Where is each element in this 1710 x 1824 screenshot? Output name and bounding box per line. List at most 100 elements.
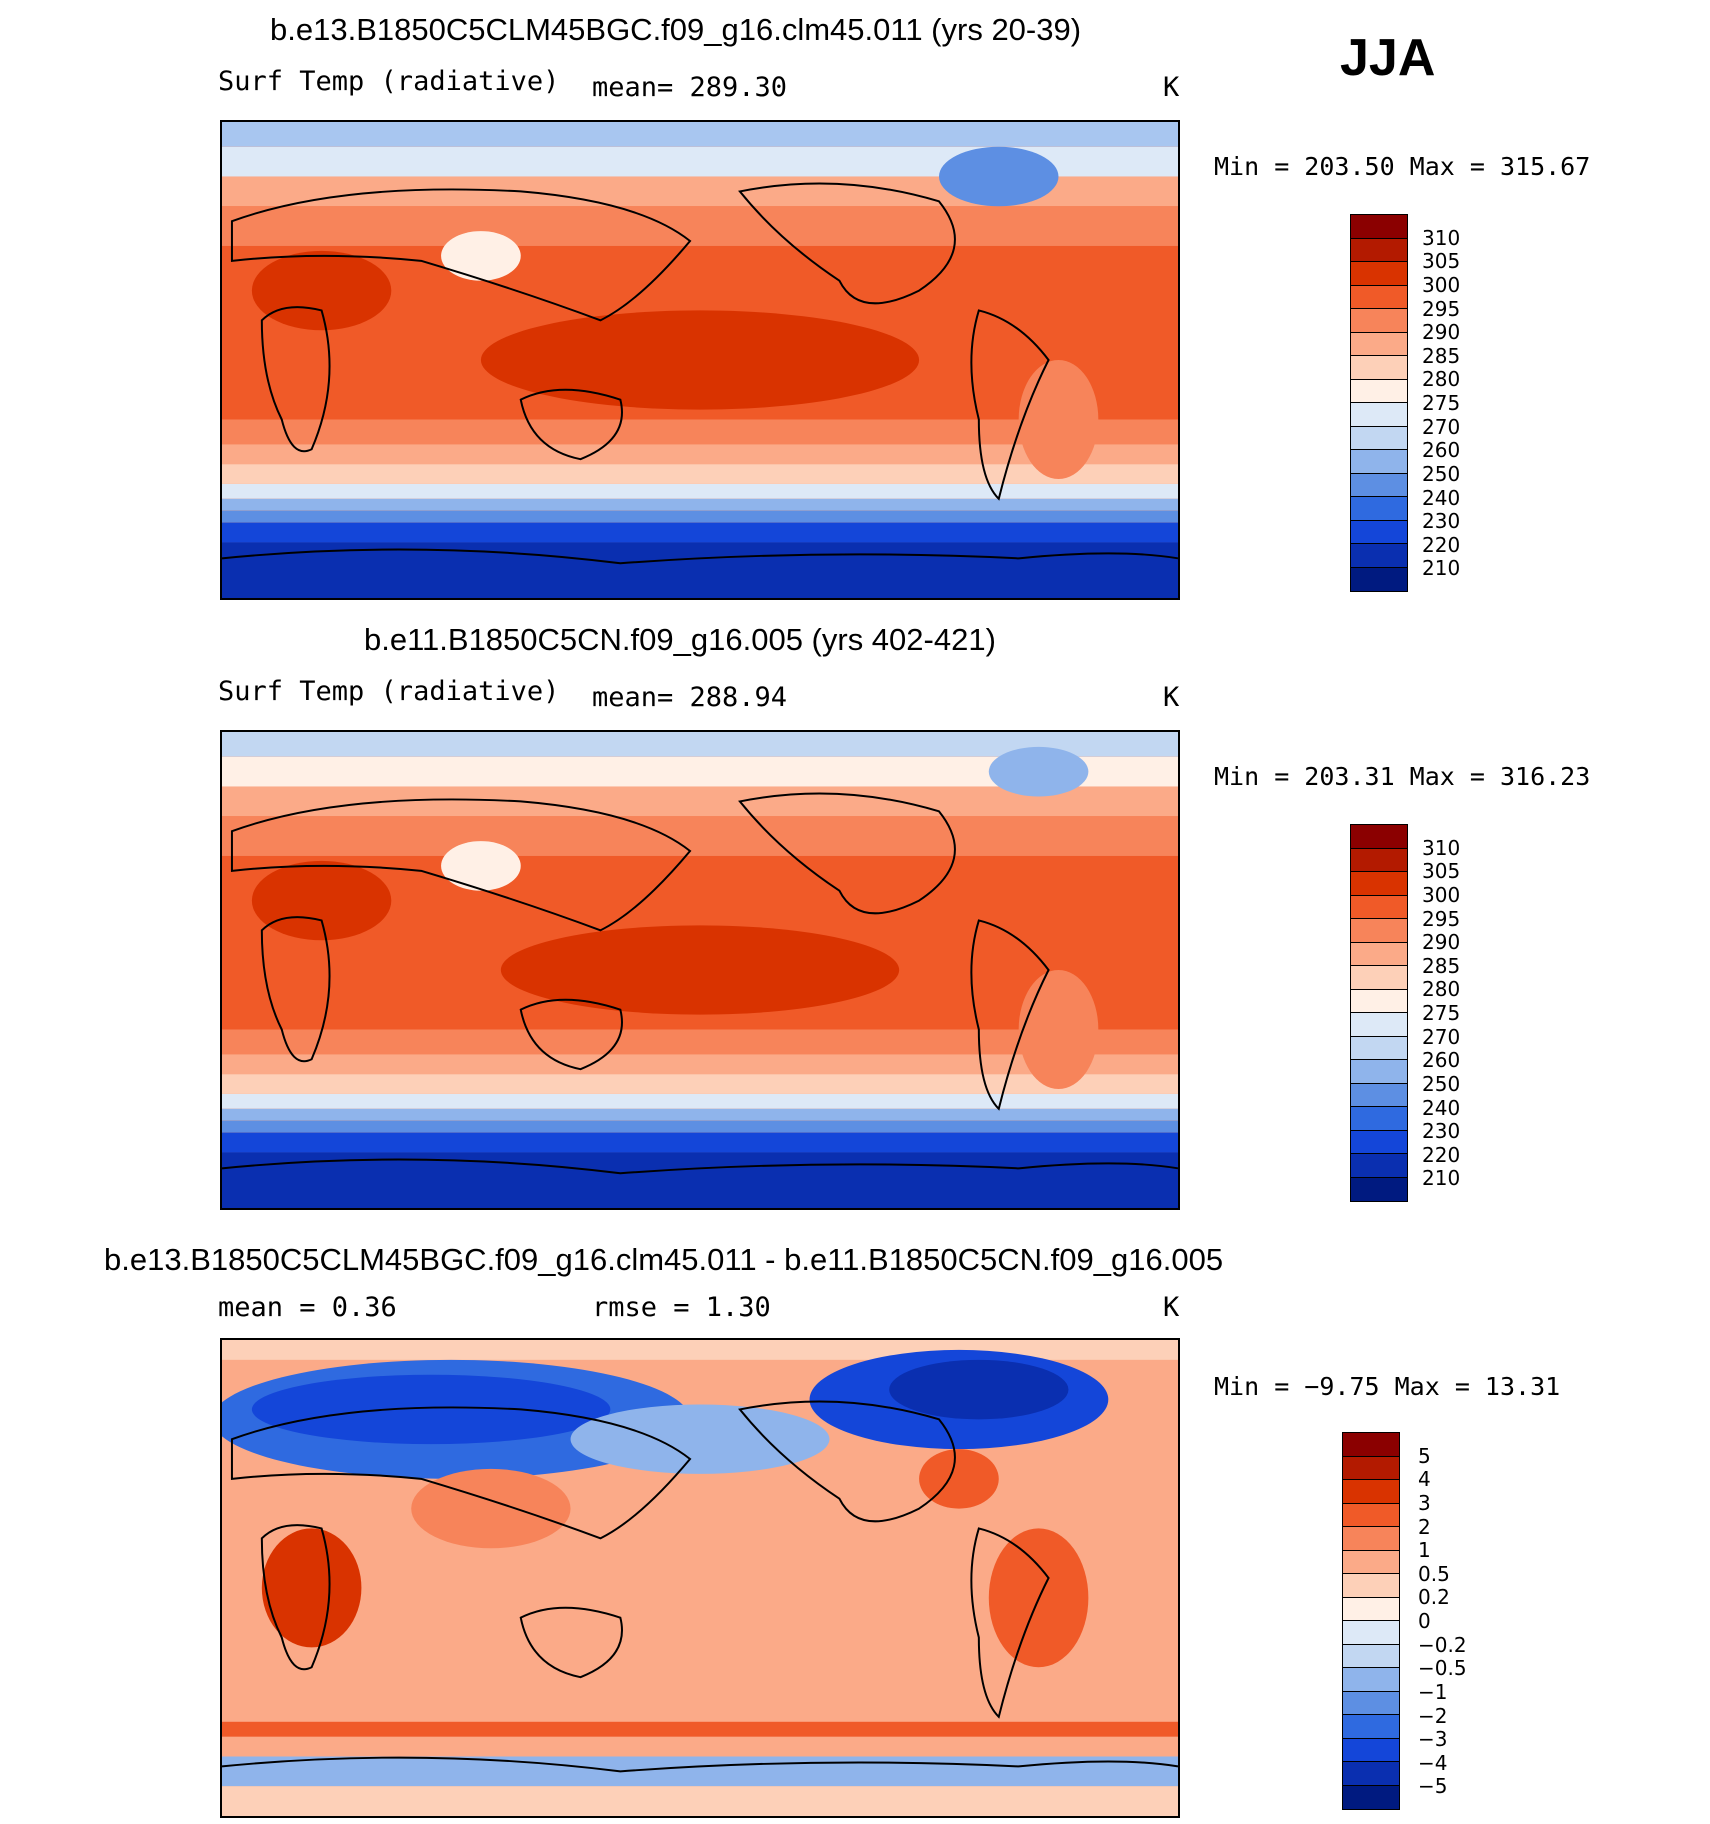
- colorbar-tick-label: 275: [1422, 391, 1461, 415]
- panel3-units: K: [1163, 1292, 1180, 1323]
- colorbar-segment: [1351, 473, 1407, 497]
- panel3-map-field: [222, 1340, 1178, 1816]
- colorbar-segment: [1343, 1433, 1399, 1457]
- panel3-title: b.e13.B1850C5CLM45BGC.f09_g16.clm45.011 …: [104, 1242, 1224, 1277]
- colorbar-tick-label: 305: [1422, 249, 1461, 274]
- colorbar-tick-label: 310: [1422, 225, 1461, 250]
- colorbar-tick-label: 295: [1422, 296, 1461, 321]
- colorbar-tick-label: −1: [1418, 1679, 1448, 1704]
- colorbar-segment: [1351, 1036, 1407, 1060]
- colorbar-segment: [1343, 1574, 1399, 1598]
- colorbar-tick-label: 305: [1422, 859, 1461, 884]
- colorbar-segment: [1343, 1715, 1399, 1739]
- colorbar-tick-label: 285: [1422, 343, 1461, 368]
- colorbar-segment: [1343, 1480, 1399, 1504]
- colorbar-segment: [1351, 379, 1407, 403]
- panel2-mean: mean= 288.94: [592, 682, 788, 713]
- colorbar-tick-label: 280: [1422, 367, 1461, 392]
- panel1-map: [220, 120, 1180, 600]
- colorbar-segment: [1351, 1177, 1407, 1201]
- colorbar-tick-label: 285: [1422, 953, 1461, 978]
- colorbar-segment: [1351, 1060, 1407, 1084]
- colorbar-tick-label: 310: [1422, 835, 1461, 860]
- colorbar-segment: [1343, 1668, 1399, 1692]
- colorbar-tick-label: 300: [1422, 272, 1461, 297]
- colorbar-segment: [1351, 356, 1407, 380]
- season-label: JJA: [1340, 29, 1436, 87]
- colorbar-segment: [1351, 989, 1407, 1013]
- colorbar-tick-label: 280: [1422, 977, 1461, 1002]
- colorbar-segment: [1343, 1527, 1399, 1551]
- colorbar-segment: [1351, 544, 1407, 568]
- colorbar-segment: [1343, 1691, 1399, 1715]
- colorbar-tick-label: 0: [1418, 1609, 1431, 1633]
- colorbar-segment: [1351, 872, 1407, 896]
- colorbar-segment: [1343, 1550, 1399, 1574]
- colorbar-tick-label: 290: [1422, 320, 1461, 345]
- panel3-minmax: Min = −9.75 Max = 13.31: [1214, 1372, 1561, 1401]
- colorbar-segment: [1351, 942, 1407, 966]
- colorbar-segment: [1351, 497, 1407, 521]
- colorbar-tick-label: 1: [1418, 1538, 1431, 1563]
- colorbar-segment: [1351, 520, 1407, 544]
- colorbar-tick-label: 230: [1422, 509, 1461, 534]
- colorbar-tick-label: 210: [1422, 556, 1461, 581]
- colorbar-tick-label: 4: [1418, 1467, 1431, 1492]
- colorbar-tick-label: 295: [1422, 906, 1461, 931]
- colorbar-tick-label: 270: [1422, 1024, 1461, 1049]
- panel3-colorbar: [1342, 1432, 1400, 1810]
- colorbar-segment: [1351, 450, 1407, 474]
- panel2-colorbar: [1350, 824, 1408, 1202]
- colorbar-tick-label: −5: [1418, 1774, 1448, 1799]
- colorbar-tick-label: 220: [1422, 1142, 1461, 1167]
- colorbar-tick-label: 240: [1422, 485, 1461, 510]
- colorbar-tick-label: 3: [1418, 1490, 1431, 1515]
- colorbar-tick-label: 300: [1422, 882, 1461, 907]
- panel2-map: [220, 730, 1180, 1210]
- colorbar-tick-label: −2: [1418, 1703, 1448, 1728]
- panel2-minmax: Min = 203.31 Max = 316.23: [1214, 762, 1591, 791]
- colorbar-tick-label: −0.5: [1418, 1656, 1467, 1681]
- colorbar-segment: [1351, 215, 1407, 239]
- panel1-minmax: Min = 203.50 Max = 315.67: [1214, 152, 1591, 181]
- colorbar-segment: [1351, 285, 1407, 309]
- colorbar-segment: [1351, 1013, 1407, 1037]
- panel3-mean: mean = 0.36: [218, 1292, 397, 1323]
- panel3-rmse: rmse = 1.30: [592, 1292, 771, 1323]
- colorbar-segment: [1343, 1738, 1399, 1762]
- panel2-map-field: [222, 732, 1178, 1208]
- colorbar-tick-label: −3: [1418, 1727, 1448, 1752]
- colorbar-tick-label: −0.2: [1418, 1632, 1467, 1657]
- colorbar-segment: [1351, 309, 1407, 333]
- colorbar-segment: [1351, 1083, 1407, 1107]
- colorbar-tick-label: 0.2: [1418, 1585, 1450, 1610]
- colorbar-tick-label: 2: [1418, 1514, 1431, 1539]
- panel3-map: [220, 1338, 1180, 1818]
- colorbar-segment: [1343, 1762, 1399, 1786]
- colorbar-segment: [1343, 1503, 1399, 1527]
- colorbar-tick-label: 290: [1422, 930, 1461, 955]
- panel2-title: b.e11.B1850C5CN.f09_g16.005 (yrs 402-421…: [364, 622, 996, 657]
- colorbar-segment: [1343, 1785, 1399, 1809]
- panel1-units: K: [1163, 72, 1180, 103]
- panel2-variable: Surf Temp (radiative): [218, 676, 560, 707]
- colorbar-tick-label: 0.5: [1418, 1561, 1450, 1586]
- colorbar-segment: [1351, 238, 1407, 262]
- colorbar-tick-label: 5: [1418, 1443, 1431, 1468]
- colorbar-segment: [1351, 567, 1407, 591]
- colorbar-tick-label: 270: [1422, 414, 1461, 439]
- colorbar-segment: [1351, 1107, 1407, 1131]
- colorbar-tick-label: 220: [1422, 532, 1461, 557]
- colorbar-segment: [1351, 426, 1407, 450]
- colorbar-segment: [1351, 403, 1407, 427]
- colorbar-tick-label: 250: [1422, 1071, 1461, 1096]
- panel1-colorbar: [1350, 214, 1408, 592]
- panel1-title: b.e13.B1850C5CLM45BGC.f09_g16.clm45.011 …: [270, 12, 1082, 47]
- colorbar-tick-label: 240: [1422, 1095, 1461, 1120]
- colorbar-segment: [1351, 332, 1407, 356]
- panel2-units: K: [1163, 682, 1180, 713]
- panel1-variable: Surf Temp (radiative): [218, 66, 560, 97]
- colorbar-segment: [1351, 825, 1407, 849]
- panel1-map-field: [222, 122, 1178, 598]
- colorbar-tick-label: 260: [1422, 438, 1461, 463]
